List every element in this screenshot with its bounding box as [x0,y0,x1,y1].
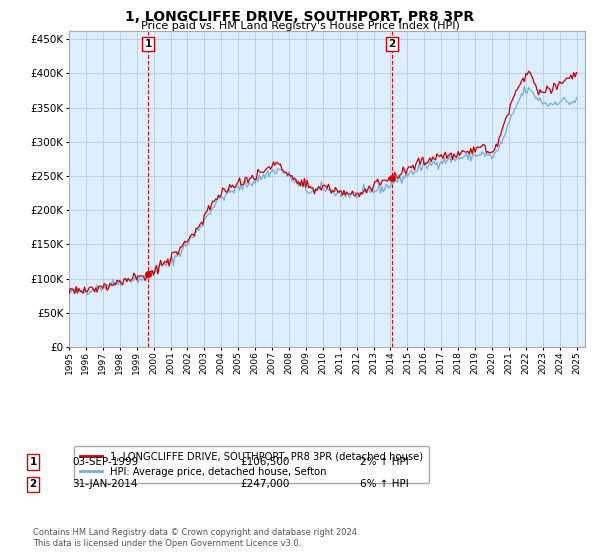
Text: Price paid vs. HM Land Registry's House Price Index (HPI): Price paid vs. HM Land Registry's House … [140,21,460,31]
Text: 1: 1 [29,457,37,467]
Text: 2% ↑ HPI: 2% ↑ HPI [360,457,409,467]
Text: Contains HM Land Registry data © Crown copyright and database right 2024.
This d: Contains HM Land Registry data © Crown c… [33,528,359,548]
Text: 1, LONGCLIFFE DRIVE, SOUTHPORT, PR8 3PR: 1, LONGCLIFFE DRIVE, SOUTHPORT, PR8 3PR [125,10,475,24]
Text: £106,500: £106,500 [240,457,289,467]
Text: 03-SEP-1999: 03-SEP-1999 [72,457,138,467]
Text: 2: 2 [388,39,395,49]
Text: 31-JAN-2014: 31-JAN-2014 [72,479,137,489]
Legend: 1, LONGCLIFFE DRIVE, SOUTHPORT, PR8 3PR (detached house), HPI: Average price, de: 1, LONGCLIFFE DRIVE, SOUTHPORT, PR8 3PR … [74,446,429,483]
Text: £247,000: £247,000 [240,479,289,489]
Text: 6% ↑ HPI: 6% ↑ HPI [360,479,409,489]
Text: 2: 2 [29,479,37,489]
Text: 1: 1 [145,39,152,49]
